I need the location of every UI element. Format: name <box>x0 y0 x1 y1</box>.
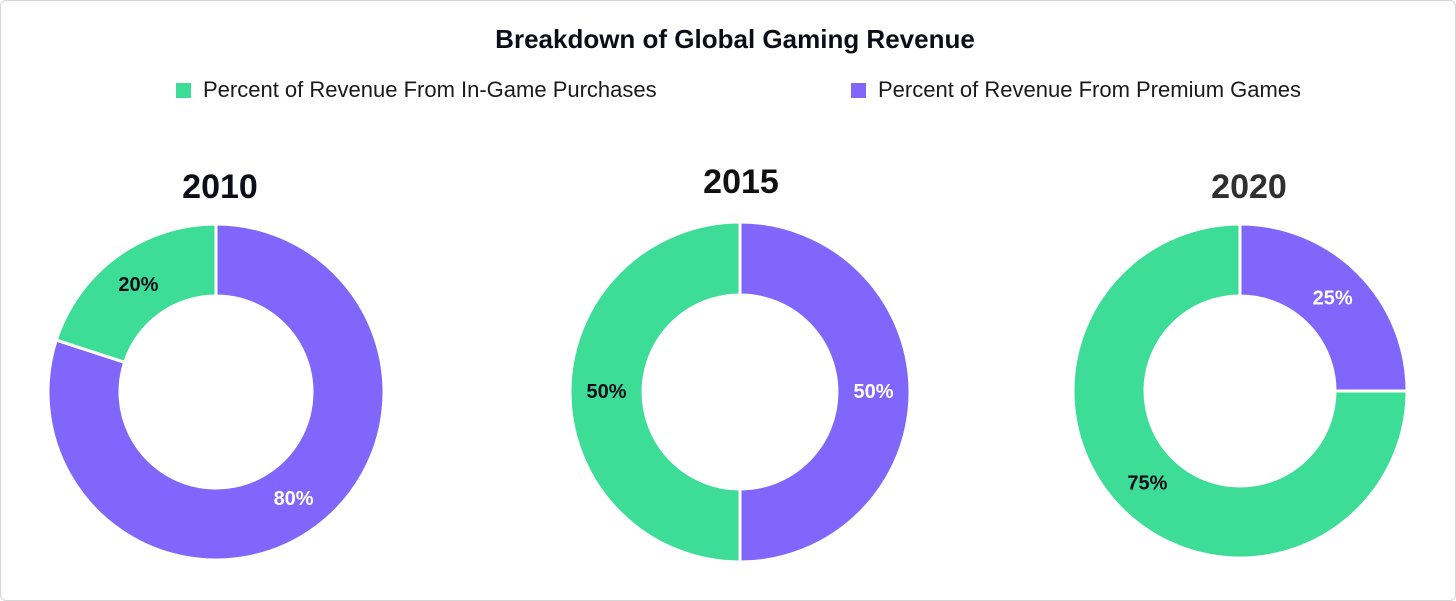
slice-label-2020-1: 75% <box>1127 473 1167 495</box>
legend-label-in-game: Percent of Revenue From In-Game Purchase… <box>203 77 657 102</box>
year-label-2020: 2020 <box>1211 168 1287 206</box>
year-label-2010: 2010 <box>182 168 258 206</box>
donut-slice-2015-0 <box>738 220 912 564</box>
donut-slice-2010-0 <box>46 222 386 562</box>
slice-label-2020-0: 25% <box>1313 287 1353 309</box>
slice-label-2015-0: 50% <box>853 381 893 403</box>
legend-swatch-in-game <box>176 82 191 98</box>
slice-label-2010-0: 80% <box>274 488 314 510</box>
legend-item-premium: Percent of Revenue From Premium Games <box>851 77 1301 103</box>
slice-label-2015-1: 50% <box>586 381 626 403</box>
legend-item-in-game: Percent of Revenue From In-Game Purchase… <box>176 77 657 103</box>
year-label-2015: 2015 <box>703 163 779 201</box>
donut-slice-2015-1 <box>568 220 742 564</box>
slice-label-2010-1: 20% <box>118 274 158 296</box>
donut-slice-2010-1 <box>54 222 218 365</box>
donut-slice-2020-0 <box>1238 222 1409 393</box>
legend-label-premium: Percent of Revenue From Premium Games <box>878 77 1302 102</box>
legend-swatch-premium <box>851 82 866 98</box>
donut-slice-2020-1 <box>1071 222 1409 560</box>
chart-title: Breakdown of Global Gaming Revenue <box>495 24 975 54</box>
